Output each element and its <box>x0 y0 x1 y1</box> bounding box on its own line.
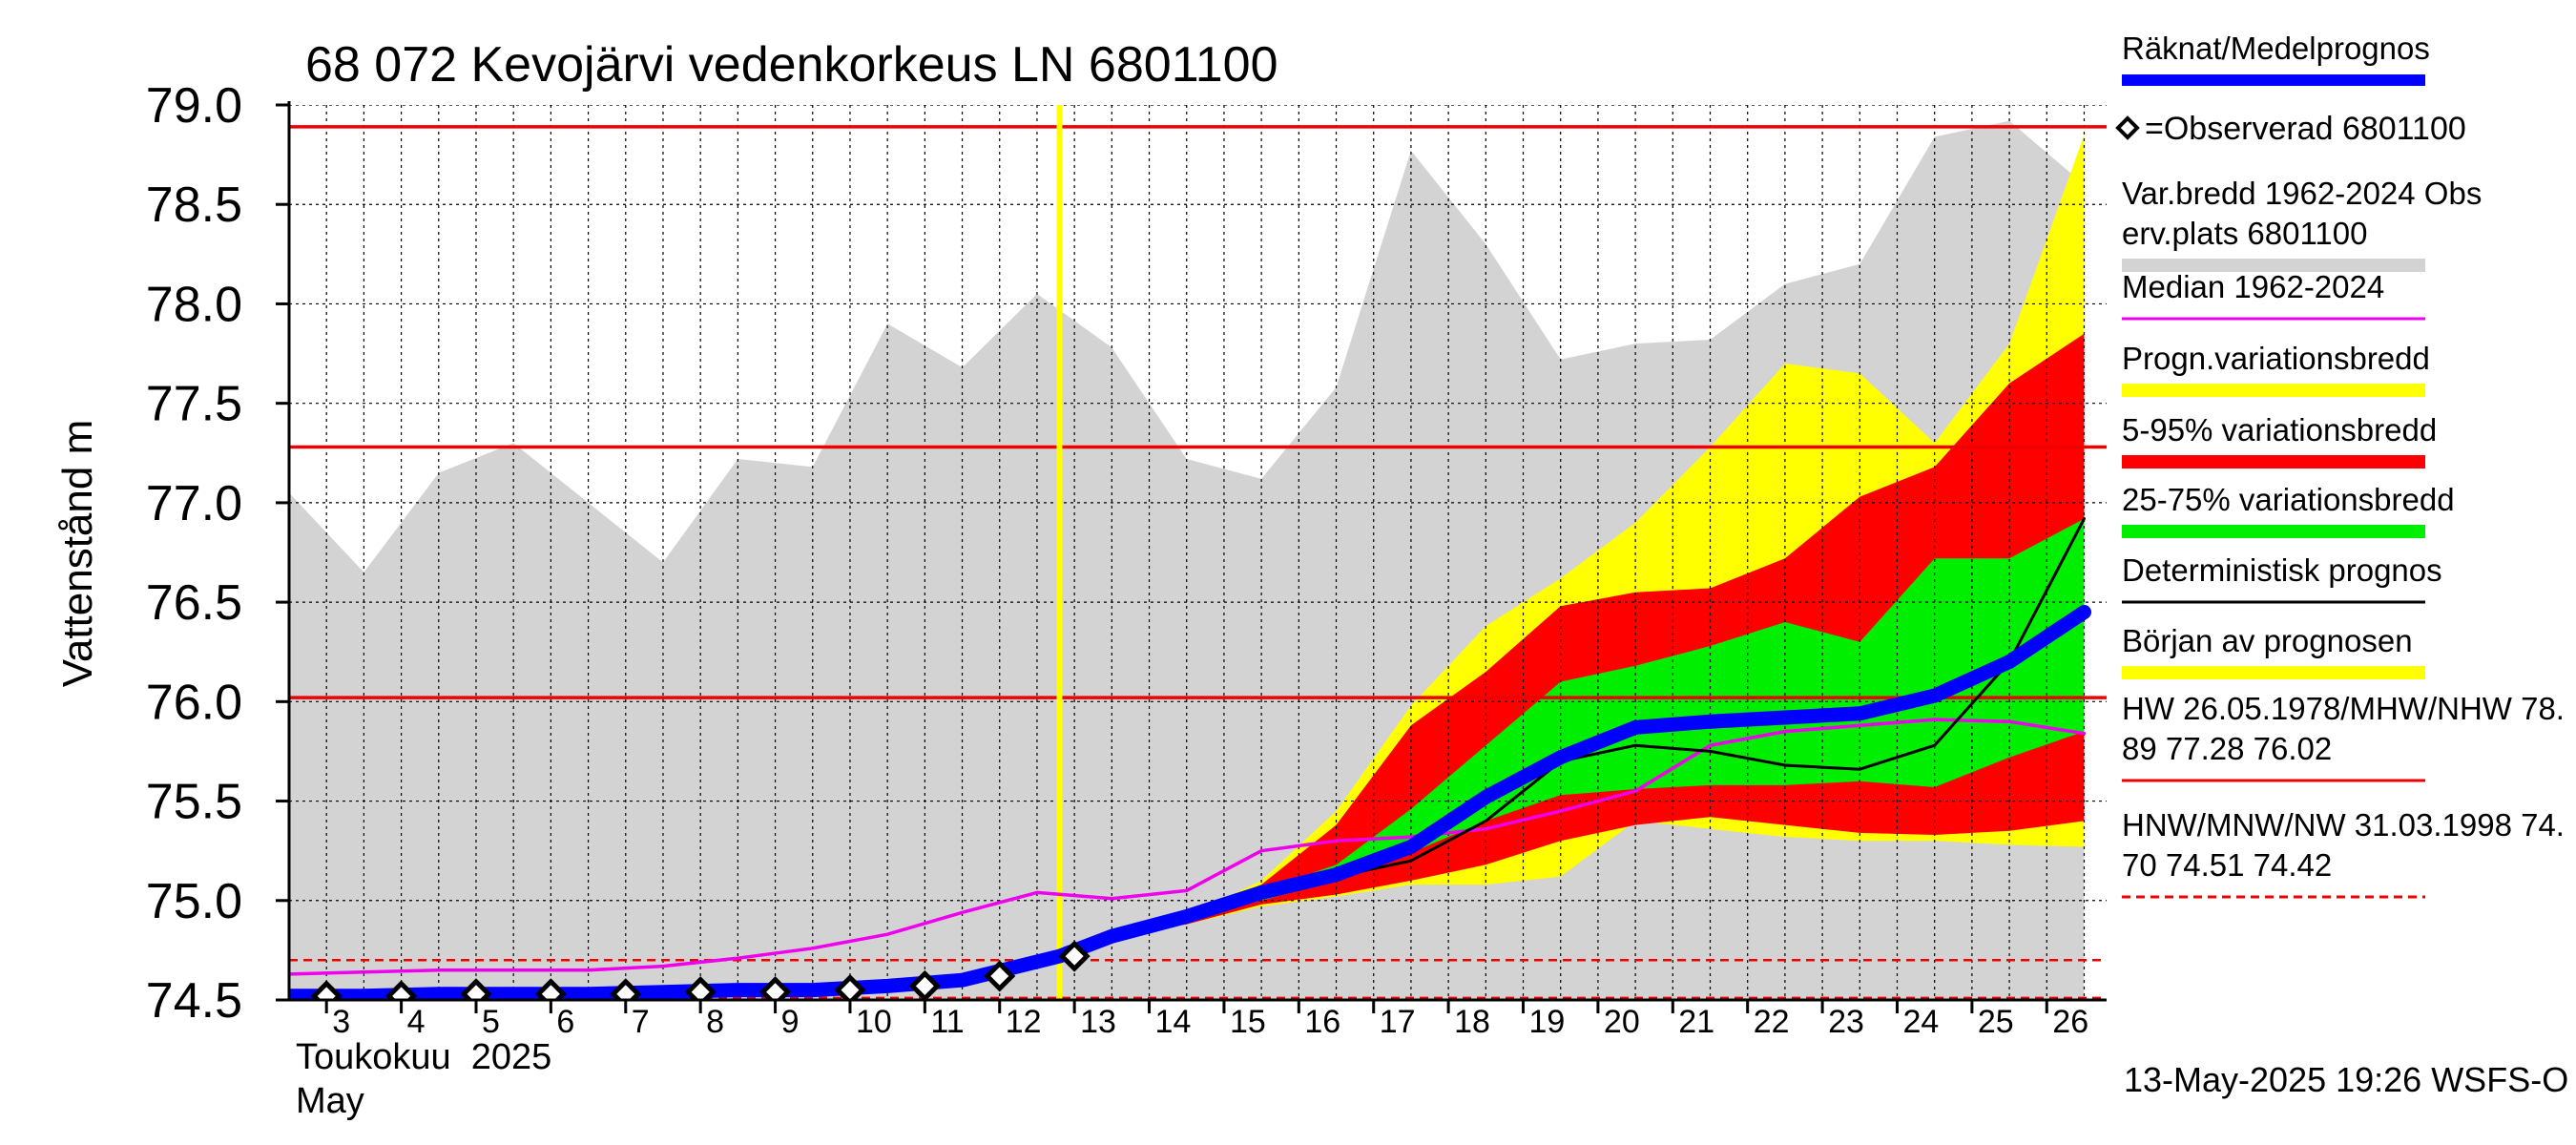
series-line <box>289 718 2087 976</box>
legend-label: Var.bredd 1962-2024 Obs <box>2122 176 2482 211</box>
x-axis-month-label-en: May <box>296 1081 364 1121</box>
x-tick-label: 20 <box>1604 1004 1640 1040</box>
observed-point <box>908 969 941 1000</box>
legend-label: Räknat/Medelprognos <box>2122 31 2430 66</box>
legend-label: 5-95% variationsbredd <box>2122 412 2437 448</box>
observed-point <box>385 980 418 1000</box>
legend-swatch <box>2122 525 2425 538</box>
observed-point <box>610 978 642 1000</box>
legend-label: =Observerad 6801100 <box>2145 111 2466 147</box>
legend-swatch <box>2122 455 2425 468</box>
legend-swatch <box>2122 259 2425 272</box>
y-tick-label: 75.5 <box>146 775 242 830</box>
x-tick-label: 10 <box>856 1004 892 1040</box>
legend-label-cont: erv.plats 6801100 <box>2122 216 2367 251</box>
legend-label: 25-75% variationsbredd <box>2122 482 2455 517</box>
plot-area <box>289 105 2107 1000</box>
observed-point <box>1058 940 1091 972</box>
x-tick-label: 9 <box>781 1004 800 1040</box>
observed-point <box>759 976 792 1000</box>
x-tick-label: 25 <box>1978 1004 2014 1040</box>
x-tick-label: 8 <box>706 1004 724 1040</box>
forecast-green-band <box>1059 518 2085 957</box>
x-tick-label: 19 <box>1529 1004 1566 1040</box>
legend-label-cont: 70 74.51 74.42 <box>2122 847 2332 883</box>
y-tick-label: 76.0 <box>146 675 242 730</box>
x-tick-label: 17 <box>1380 1004 1416 1040</box>
legend-marker <box>2115 115 2140 140</box>
legend-swatch <box>2122 666 2425 679</box>
x-tick-label: 16 <box>1304 1004 1340 1040</box>
x-tick-label: 3 <box>332 1004 350 1040</box>
x-tick-label: 26 <box>2052 1004 2088 1040</box>
legend-swatch <box>2122 384 2425 397</box>
y-tick-label: 75.0 <box>146 874 242 929</box>
legend-label: HNW/MNW/NW 31.03.1998 74. <box>2122 807 2565 843</box>
legend-label: Början av prognosen <box>2122 623 2413 658</box>
timestamp-label: 13-May-2025 19:26 WSFS-O <box>2124 1060 2568 1099</box>
y-tick-label: 76.5 <box>146 575 242 631</box>
observed-point <box>460 978 492 1000</box>
x-tick-label: 18 <box>1454 1004 1490 1040</box>
y-tick-label: 78.5 <box>146 177 242 233</box>
y-tick-label: 78.0 <box>146 277 242 332</box>
x-tick-label: 6 <box>556 1004 574 1040</box>
observed-point <box>834 974 866 1000</box>
x-tick-label: 12 <box>1006 1004 1042 1040</box>
x-tick-label: 7 <box>632 1004 650 1040</box>
y-axis-label: Vattenstånd m <box>54 420 101 687</box>
x-tick-label: 23 <box>1828 1004 1864 1040</box>
observed-point <box>534 978 567 1000</box>
chart-title: 68 072 Kevojärvi vedenkorkeus LN 6801100 <box>305 37 1278 93</box>
x-tick-label: 4 <box>407 1004 426 1040</box>
x-tick-label: 11 <box>930 1004 964 1040</box>
series-line <box>289 605 2091 1000</box>
axes: 74.5 75.0 75.5 76.0 76.5 77.0 77.5 78.0 78.5 79.0… <box>146 78 2107 1040</box>
legend-label: HW 26.05.1978/MHW/NHW 78. <box>2122 691 2565 726</box>
x-axis-month-label: Toukokuu 2025 <box>296 1037 551 1077</box>
x-tick-label: 13 <box>1080 1004 1116 1040</box>
x-tick-label: 24 <box>1902 1004 1939 1040</box>
legend: Räknat/Medelprognos =Observerad 6801100 Va… <box>2115 31 2565 899</box>
legend-swatch <box>2122 74 2425 86</box>
y-tick-label: 79.0 <box>146 78 242 134</box>
observed-point <box>684 976 717 1000</box>
legend-label-cont: 89 77.28 76.02 <box>2122 731 2332 766</box>
x-tick-label: 14 <box>1155 1004 1192 1040</box>
legend-label: Median 1962-2024 <box>2122 269 2384 304</box>
x-tick-label: 5 <box>482 1004 500 1040</box>
observed-point <box>984 960 1016 992</box>
x-tick-label: 22 <box>1754 1004 1790 1040</box>
y-tick-label: 77.0 <box>146 476 242 531</box>
x-tick-label: 21 <box>1678 1004 1714 1040</box>
legend-label: Deterministisk prognos <box>2122 552 2442 588</box>
y-tick-label: 74.5 <box>146 973 242 1029</box>
legend-label: Progn.variationsbredd <box>2122 341 2430 376</box>
observed-point <box>310 980 343 1000</box>
y-tick-label: 77.5 <box>146 377 242 432</box>
x-tick-label: 15 <box>1230 1004 1266 1040</box>
